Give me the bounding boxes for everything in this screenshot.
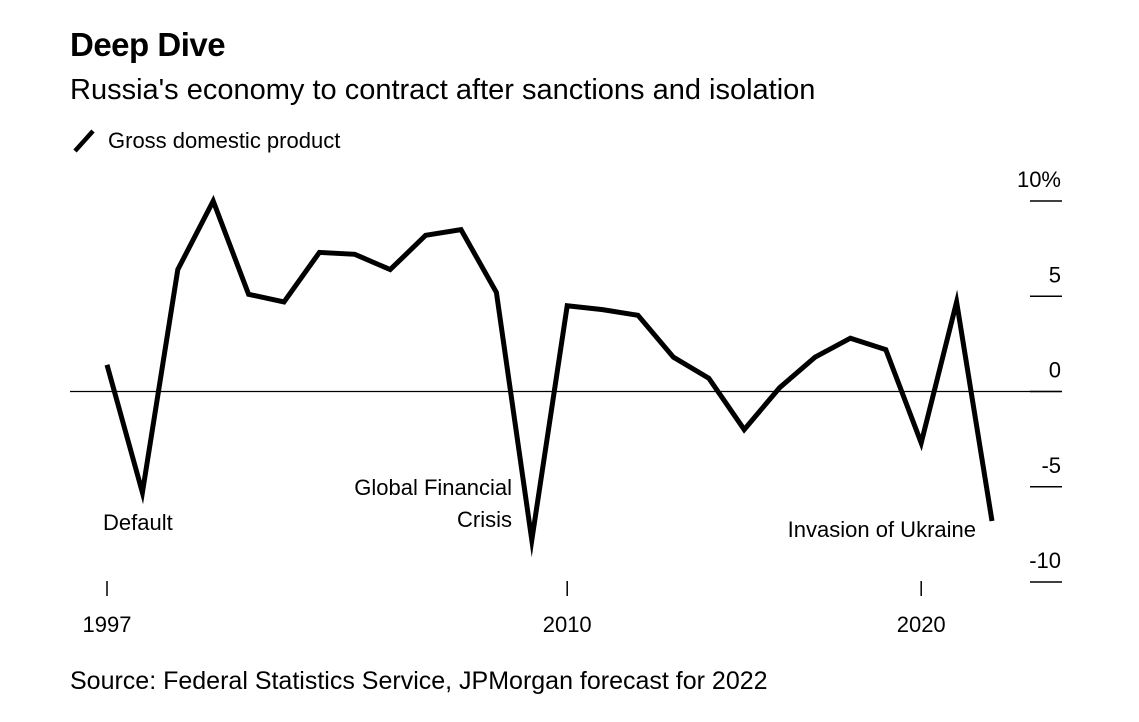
gdp-series-line (104, 194, 995, 558)
source-note: Source: Federal Statistics Service, JPMo… (70, 667, 768, 695)
y-tick-label: 10% (1017, 167, 1061, 192)
y-tick-label: -10 (1029, 548, 1061, 573)
x-tick-label: 2020 (897, 612, 946, 637)
chart-subtitle: Russia's economy to contract after sanct… (70, 74, 816, 106)
chart-title: Deep Dive (70, 26, 226, 63)
y-tick-label: 5 (1049, 262, 1061, 287)
annotation-label: Global Financial (354, 475, 512, 500)
diagonal-line-icon (73, 129, 95, 153)
legend: Gross domestic product (72, 128, 340, 154)
y-tick-label: -5 (1041, 453, 1061, 478)
y-tick-label: 0 (1049, 358, 1061, 383)
x-tick-label: 2010 (543, 612, 592, 637)
x-tick-label: 1997 (83, 612, 132, 637)
annotation-label: Default (103, 510, 173, 535)
annotation-label: Invasion of Ukraine (788, 517, 976, 542)
legend-label: Gross domestic product (108, 128, 341, 153)
annotation-label: Crisis (457, 507, 512, 532)
